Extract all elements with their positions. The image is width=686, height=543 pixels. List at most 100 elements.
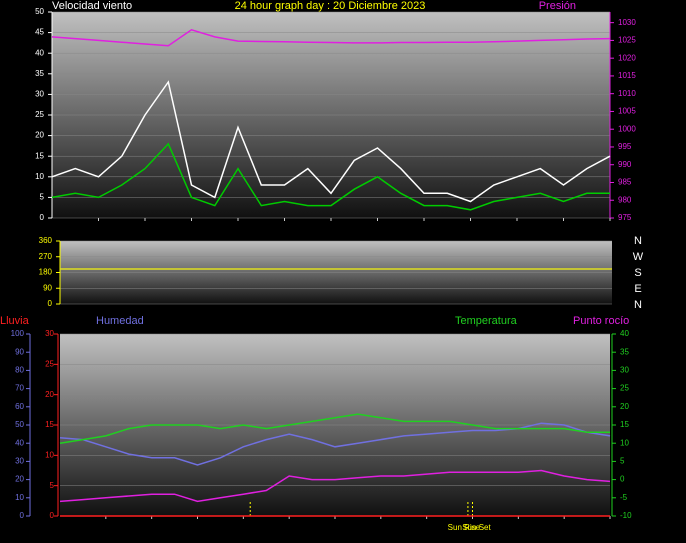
tick-label: 0 <box>620 475 625 484</box>
tick-label: 1020 <box>618 53 636 62</box>
tick-label: 25 <box>620 384 629 393</box>
tick-label: -5 <box>620 493 628 502</box>
tick-label: 50 <box>15 420 24 429</box>
tick-label: 30 <box>35 90 44 99</box>
x-tick-label: 22 <box>560 522 569 531</box>
tick-label: 180 <box>39 268 53 277</box>
tick-label: 15 <box>620 420 629 429</box>
x-tick-label: 10 <box>285 522 294 531</box>
legend-label: Humedad <box>96 315 144 327</box>
compass-label: W <box>633 251 644 263</box>
tick-label: 360 <box>39 236 53 245</box>
legend-label: Lluvia <box>0 315 30 327</box>
tick-label: 1010 <box>618 89 636 98</box>
tick-label: 985 <box>618 178 632 187</box>
tick-label: 20 <box>15 475 24 484</box>
tick-label: 10 <box>620 438 629 447</box>
x-tick-label: 18 <box>466 224 475 233</box>
tick-label: 270 <box>39 252 53 261</box>
sun-label: Sun Set <box>462 523 491 532</box>
x-tick-label: 14 <box>376 522 385 531</box>
tick-label: 50 <box>35 7 44 16</box>
tick-label: 70 <box>15 384 24 393</box>
tick-label: 90 <box>43 283 52 292</box>
compass-label: S <box>634 267 641 279</box>
tick-label: 25 <box>35 110 44 119</box>
tick-label: 45 <box>35 28 44 37</box>
tick-label: 25 <box>45 359 54 368</box>
tick-label: 975 <box>618 213 632 222</box>
series-line <box>51 28 611 47</box>
tick-label: 15 <box>35 151 44 160</box>
tick-label: 10 <box>45 450 54 459</box>
tick-label: 15 <box>45 420 54 429</box>
x-tick-label: 20 <box>514 522 523 531</box>
legend-label: Temperatura <box>455 315 518 327</box>
x-tick-label: 12 <box>327 224 336 233</box>
tick-label: 30 <box>620 366 629 375</box>
compass-label: E <box>634 283 641 295</box>
x-tick-label: 02 <box>101 522 110 531</box>
x-tick-label: 00 <box>606 224 615 233</box>
x-tick-label: 22 <box>559 224 568 233</box>
x-tick-label: 14 <box>373 224 382 233</box>
tick-label: 980 <box>618 195 632 204</box>
x-tick-label: 04 <box>141 224 150 233</box>
tick-label: 30 <box>45 329 54 338</box>
x-tick-label: 00 <box>606 522 615 531</box>
x-tick-label: 04 <box>147 522 156 531</box>
pressure-label: Presión <box>539 0 576 12</box>
x-tick-label: 16 <box>420 224 429 233</box>
tick-label: 0 <box>48 299 53 308</box>
x-tick-label: 06 <box>187 224 196 233</box>
chart-title: 24 hour graph day : 20 Diciembre 2023 <box>235 0 426 12</box>
tick-label: 5 <box>620 457 625 466</box>
tick-label: 1030 <box>618 18 636 27</box>
tick-label: -10 <box>620 511 632 520</box>
tick-label: 40 <box>35 48 44 57</box>
x-tick-label: 16 <box>422 522 431 531</box>
tick-label: 60 <box>15 402 24 411</box>
tick-label: 20 <box>620 402 629 411</box>
x-tick-label: 08 <box>239 522 248 531</box>
series-line <box>59 469 611 503</box>
x-tick-label: 02 <box>94 224 103 233</box>
wind-label: Velocidad viento <box>52 0 132 12</box>
legend-label: Punto rocío <box>573 315 629 327</box>
x-tick-label: 20 <box>513 224 522 233</box>
tick-label: 30 <box>15 457 24 466</box>
tick-label: 10 <box>35 172 44 181</box>
tick-label: 990 <box>618 160 632 169</box>
series-line <box>59 413 610 444</box>
compass-label: N <box>634 299 642 311</box>
tick-label: 10 <box>15 493 24 502</box>
tick-label: 1015 <box>618 71 636 80</box>
tick-label: 35 <box>35 69 44 78</box>
sun-label: Sun Rise <box>448 523 481 532</box>
tick-label: 40 <box>15 438 24 447</box>
tick-label: 80 <box>15 366 24 375</box>
series-line <box>51 142 610 211</box>
compass-label: N <box>634 235 642 247</box>
tick-label: 100 <box>11 329 25 338</box>
tick-label: 5 <box>40 193 45 202</box>
tick-label: 5 <box>50 481 55 490</box>
x-tick-label: 12 <box>331 522 340 531</box>
tick-label: 35 <box>620 347 629 356</box>
series-line <box>51 80 611 203</box>
x-tick-label: 10 <box>280 224 289 233</box>
tick-label: 40 <box>620 329 629 338</box>
tick-label: 1000 <box>618 124 636 133</box>
x-tick-label: 18 <box>468 522 477 531</box>
tick-label: 1025 <box>618 36 636 45</box>
x-tick-label: 08 <box>234 224 243 233</box>
tick-label: 995 <box>618 142 632 151</box>
tick-label: 0 <box>50 511 55 520</box>
tick-label: 20 <box>35 131 44 140</box>
tick-label: 90 <box>15 347 24 356</box>
tick-label: 20 <box>45 390 54 399</box>
tick-label: 0 <box>40 213 45 222</box>
tick-label: 0 <box>20 511 25 520</box>
x-tick-label: 06 <box>193 522 202 531</box>
